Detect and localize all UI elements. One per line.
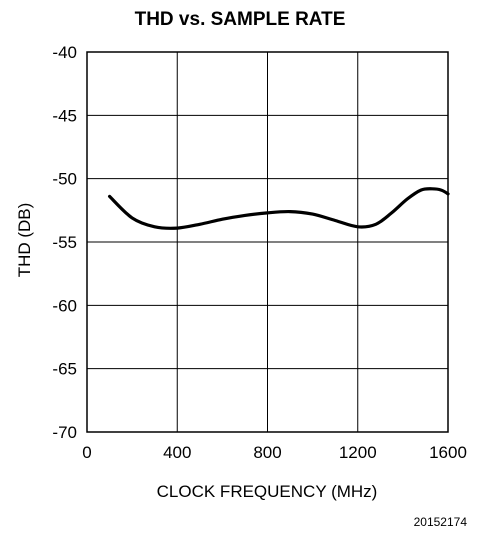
x-axis-label: CLOCK FREQUENCY (MHz) — [157, 482, 378, 501]
y-tick-label: -55 — [52, 233, 77, 252]
x-tick-label: 400 — [163, 443, 191, 462]
plot-frame — [86, 51, 449, 433]
y-tick-label: -65 — [52, 360, 77, 379]
x-tick-label: 1200 — [339, 443, 377, 462]
x-tick-label: 800 — [253, 443, 281, 462]
y-tick-label: -60 — [52, 296, 77, 315]
tick-labels: 0 400 800 1200 1600 -40 -45 -50 -55 -60 -65 -70 — [52, 43, 466, 462]
series-lines — [108, 187, 450, 230]
x-tick-label: 1600 — [429, 443, 467, 462]
y-axis-label: THD (DB) — [15, 203, 34, 278]
y-tick-label: -45 — [52, 106, 77, 125]
chart-title: THD vs. SAMPLE RATE — [135, 9, 346, 30]
thd-series-line — [108, 187, 450, 230]
y-tick-label: -50 — [52, 170, 77, 189]
grid-lines — [86, 51, 449, 433]
x-tick-label: 0 — [82, 443, 91, 462]
y-tick-label: -70 — [52, 423, 77, 442]
figure-id: 20152174 — [414, 515, 468, 529]
y-tick-label: -40 — [52, 43, 77, 62]
